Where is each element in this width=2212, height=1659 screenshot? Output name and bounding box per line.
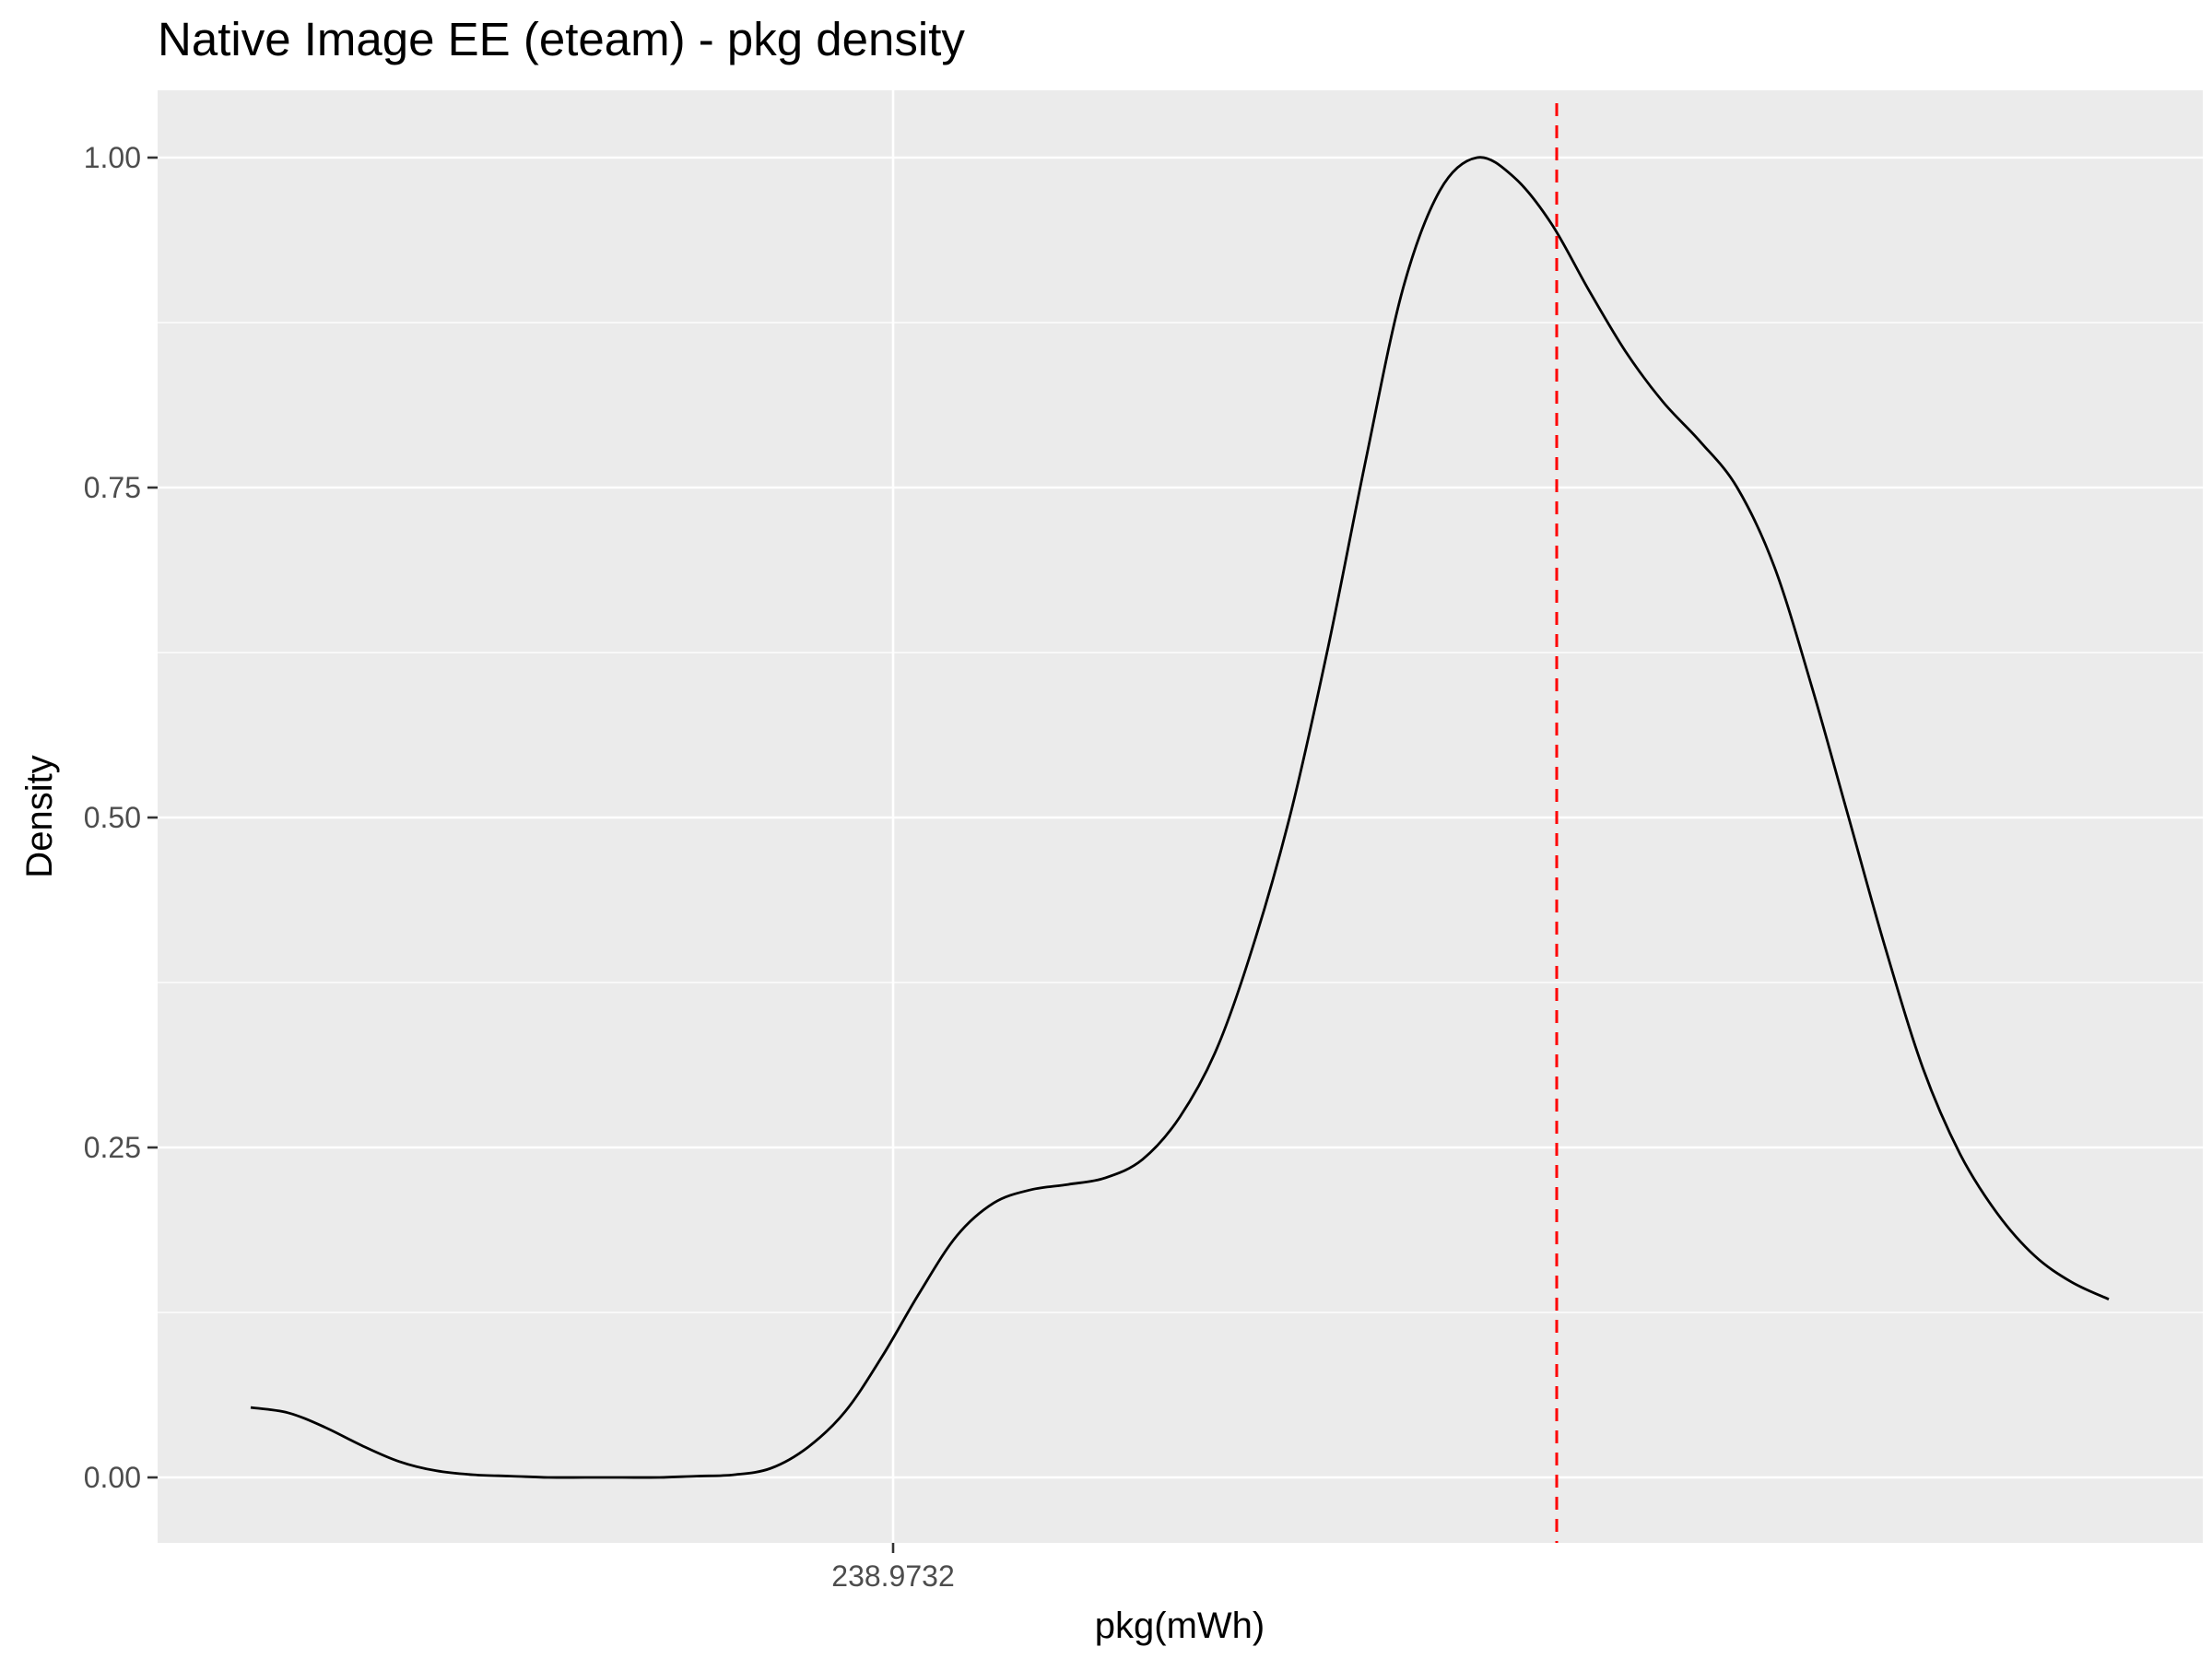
x-axis-title: pkg(mWh) [1095, 1606, 1265, 1646]
density-curve [250, 156, 2110, 1479]
y-tick-label: 0.00 [84, 1461, 141, 1494]
y-tick-label: 0.25 [84, 1131, 141, 1164]
y-axis: 0.00 0.25 0.50 0.75 1.00 [84, 141, 158, 1494]
grid-major [158, 156, 2203, 1479]
chart-title: Native Image EE (eteam) - pkg density [158, 13, 965, 65]
y-tick-label: 0.75 [84, 471, 141, 504]
y-axis-title: Density [19, 755, 60, 877]
x-tick-label: 238.9732 [831, 1559, 954, 1593]
grid-minor [158, 322, 2203, 1313]
y-tick-label: 0.50 [84, 801, 141, 834]
y-tick-label: 1.00 [84, 141, 141, 174]
